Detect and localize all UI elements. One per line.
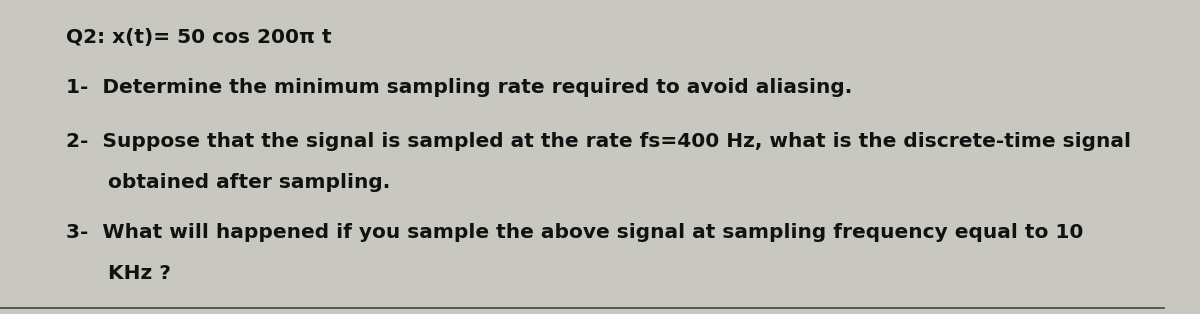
Text: 2-  Suppose that the signal is sampled at the rate fs=400 Hz, what is the discre: 2- Suppose that the signal is sampled at… bbox=[66, 132, 1132, 151]
Text: 1-  Determine the minimum sampling rate required to avoid aliasing.: 1- Determine the minimum sampling rate r… bbox=[66, 78, 852, 97]
Text: 3-  What will happened if you sample the above signal at sampling frequency equa: 3- What will happened if you sample the … bbox=[66, 223, 1084, 242]
Text: obtained after sampling.: obtained after sampling. bbox=[66, 173, 390, 192]
Text: KHz ?: KHz ? bbox=[66, 264, 170, 283]
Text: Q2: x(t)= 50 cos 200π t: Q2: x(t)= 50 cos 200π t bbox=[66, 28, 331, 47]
